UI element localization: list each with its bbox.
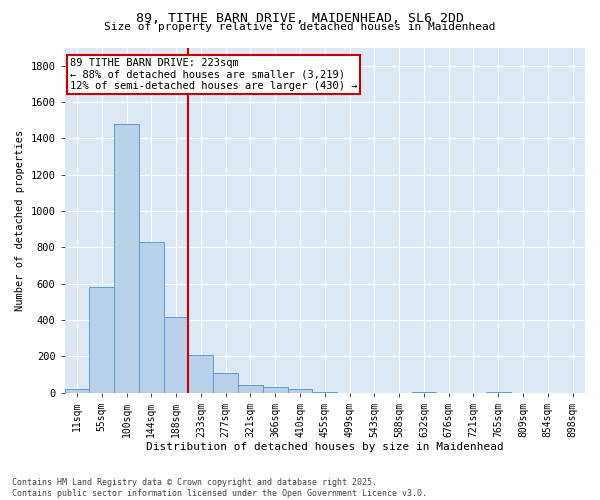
Y-axis label: Number of detached properties: Number of detached properties: [15, 130, 25, 310]
Text: 89 TITHE BARN DRIVE: 223sqm
← 88% of detached houses are smaller (3,219)
12% of : 89 TITHE BARN DRIVE: 223sqm ← 88% of det…: [70, 58, 357, 91]
X-axis label: Distribution of detached houses by size in Maidenhead: Distribution of detached houses by size …: [146, 442, 503, 452]
Bar: [89, 288, 114, 393]
Bar: [65, 389, 89, 392]
Bar: [287, 389, 313, 392]
Bar: [114, 124, 139, 392]
Bar: [213, 372, 238, 392]
Text: Contains HM Land Registry data © Crown copyright and database right 2025.
Contai: Contains HM Land Registry data © Crown c…: [12, 478, 427, 498]
Bar: [188, 356, 213, 393]
Bar: [263, 387, 287, 392]
Bar: [238, 386, 263, 392]
Bar: [164, 318, 188, 392]
Text: 89, TITHE BARN DRIVE, MAIDENHEAD, SL6 2DD: 89, TITHE BARN DRIVE, MAIDENHEAD, SL6 2D…: [136, 12, 464, 26]
Bar: [139, 242, 164, 392]
Text: Size of property relative to detached houses in Maidenhead: Size of property relative to detached ho…: [104, 22, 496, 32]
